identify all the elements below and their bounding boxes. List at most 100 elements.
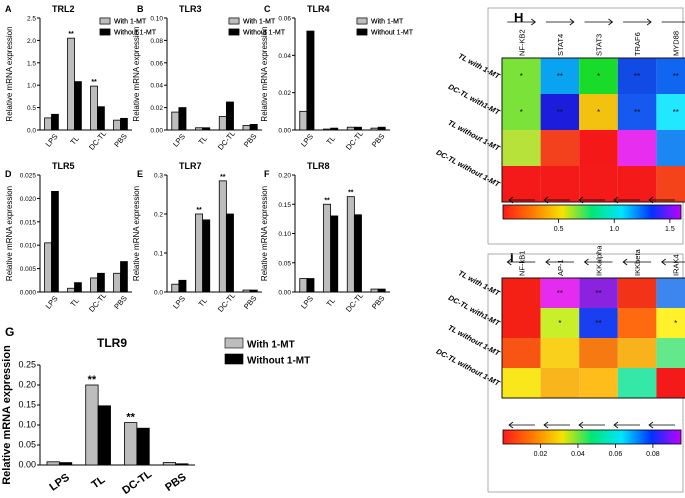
column-label: IKKalpha [595, 245, 604, 276]
bar-lps-without [306, 278, 315, 293]
arrow-icon [578, 196, 584, 204]
arrow-icon [648, 196, 654, 204]
bar-pbs-without [249, 124, 258, 131]
arrow-icon [569, 18, 575, 26]
legend: With 1-MT Without 1-MT [228, 17, 286, 37]
arrow-icon [608, 18, 614, 26]
chart-panel-d: D TLR5 0.000 0.005 0.010 0.015 0.020 0.025 Relat… [5, 17, 157, 314]
y-axis-label: Relative mRNA expression [260, 26, 269, 121]
legend-label: With 1-MT [243, 19, 276, 26]
heatmap-cell-r3-c5 [656, 338, 685, 368]
heatmap-cell-r1-c3 [579, 278, 618, 308]
panel-letter: E [137, 169, 143, 179]
row-label: TL without 1-MT [446, 323, 502, 359]
bar-tl-with [195, 127, 204, 131]
y-tick-label: 0.1 [154, 251, 163, 258]
column-label: STAT4 [556, 34, 565, 56]
arrow-icon [545, 258, 551, 266]
bar-tl-with [85, 384, 99, 466]
heatmap-panel-i: I** *** ** *NF-kB1 AP-1 IKKalpha IKKbeta IRAK4T… [435, 245, 685, 493]
bar-pbs-without [120, 261, 128, 293]
heatmap-cell-r3-c2 [540, 130, 580, 166]
legend-label: Without 1-MT [371, 30, 414, 37]
arrow-icon [622, 258, 628, 266]
bar-dc-tl-without [225, 101, 234, 131]
x-tick-label: DC-TL [87, 291, 108, 314]
x-tick-label: LPS [299, 132, 315, 149]
x-tick-label: LPS [171, 294, 187, 311]
heatmap-cell-r2-c1 [502, 308, 541, 338]
bar-lps-with [171, 283, 180, 293]
bar-lps-with [299, 110, 308, 131]
heatmap-cell-r4-c5 [656, 166, 685, 202]
bar-pbs-without [249, 289, 258, 293]
significance-mark: * [558, 319, 561, 328]
chart-title: TLR8 [307, 161, 330, 171]
legend-label: Without 1-MT [247, 356, 310, 367]
x-tick-label: DC-TL [120, 468, 154, 497]
arrow-icon [543, 421, 549, 429]
heatmap-cell-r2-c3 [579, 308, 618, 338]
colorbar [502, 204, 682, 220]
bar-dc-tl-with [124, 422, 138, 466]
colorbar-tick-label: 0.06 [609, 451, 623, 458]
significance-mark: * [674, 319, 677, 328]
x-tick-label: DC-TL [344, 291, 365, 314]
significance-mark: * [597, 72, 600, 81]
bar-dc-tl-with [218, 116, 227, 131]
significance-mark: ** [595, 289, 601, 298]
heatmap-cell-r1-c1 [502, 278, 541, 308]
legend: With 1-MT Without 1-MT [99, 17, 157, 37]
y-tick-label: 0.06 [278, 16, 291, 23]
bar-lps-without [306, 30, 315, 131]
heatmap-cell-r3-c5 [656, 130, 685, 166]
bar-lps-without [178, 107, 187, 131]
row-label: DC-TL with1-MT [447, 82, 503, 117]
colorbar-tick-label: 1.5 [665, 226, 675, 233]
heatmap-cell-r3-c1 [502, 338, 541, 368]
x-tick-label: PBS [242, 294, 259, 311]
chart-title: TLR3 [179, 4, 202, 14]
bar-dc-tl-with [90, 277, 98, 293]
heatmap-cell-r3-c3 [579, 338, 618, 368]
legend-swatch-without [99, 28, 111, 36]
y-tick-label: 0.04 [150, 83, 163, 90]
y-tick-label: 0.020 [20, 196, 37, 203]
x-tick-label: PBS [370, 132, 387, 149]
bar-dc-tl-without [353, 214, 362, 293]
arrow-icon [508, 196, 514, 204]
heatmap-cell-r4-c3 [579, 368, 618, 398]
significance-mark: ** [595, 319, 601, 328]
row-label: DC-TL without 1-MT [435, 148, 503, 190]
chart-panel-f: F TLR8 0.00 0.05 0.10 0.15 0.20 Relative mRNA e… [260, 17, 414, 314]
heatmap-cell-r1-c5 [656, 278, 685, 308]
legend-label: With 1-MT [371, 19, 404, 26]
bar-lps-with [44, 117, 52, 131]
bar-tl-with [67, 287, 75, 293]
significance-mark: ** [557, 108, 563, 117]
bar-lps-without [51, 190, 59, 293]
y-axis-label: Relative mRNA expression [132, 26, 141, 121]
y-tick-label: 0.20 [278, 173, 291, 180]
bar-tl-with [323, 203, 332, 293]
y-tick-label: 0.00 [18, 460, 36, 470]
bar-dc-tl-without [225, 213, 234, 293]
x-tick-label: PBS [112, 294, 129, 311]
bar-pbs-without [175, 463, 189, 466]
significance-mark: ** [348, 190, 354, 197]
x-tick-label: LPS [299, 294, 315, 311]
x-tick-label: PBS [112, 132, 129, 149]
legend-swatch-with [99, 17, 111, 25]
y-tick-label: 0.3 [154, 173, 163, 180]
heatmap-cell-r3-c1 [502, 130, 541, 166]
y-tick-label: 0.2 [154, 212, 163, 219]
bar-dc-tl-with [346, 126, 355, 131]
significance-mark: ** [634, 108, 640, 117]
bar-lps-with [44, 242, 52, 293]
significance-mark: ** [673, 72, 679, 81]
y-tick-label: 0.02 [150, 105, 163, 112]
legend-label: With 1-MT [114, 19, 147, 26]
bar-tl-without [202, 127, 211, 131]
legend-swatch-with [356, 17, 368, 25]
panel-letter: G [5, 325, 14, 339]
